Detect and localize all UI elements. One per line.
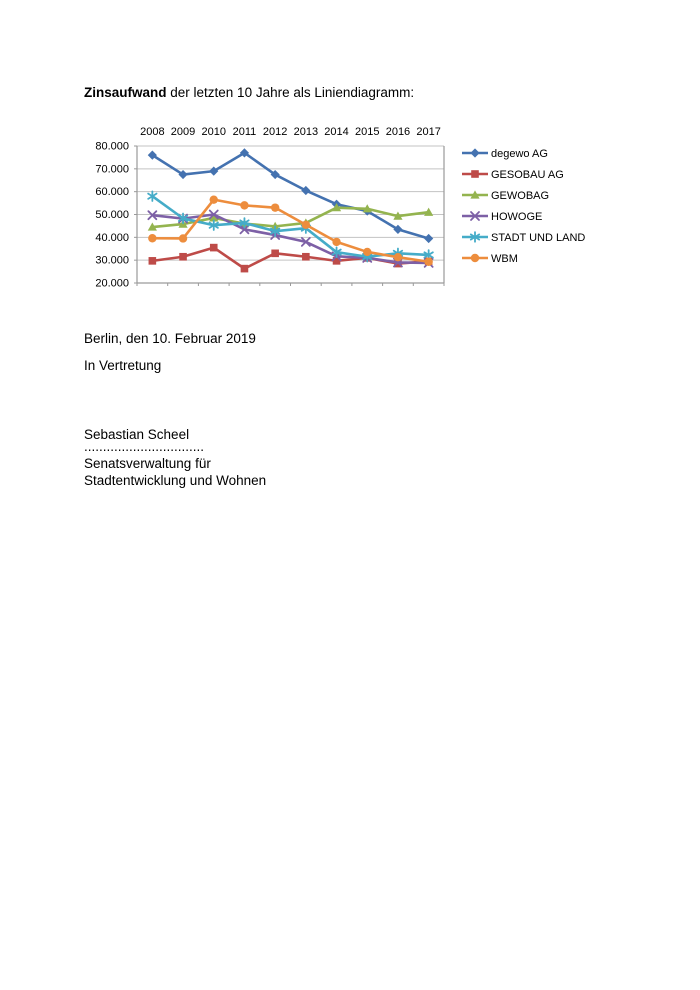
marker-triangle xyxy=(470,190,480,199)
y-axis-label: 40.000 xyxy=(95,232,129,244)
marker-asterisk xyxy=(331,246,342,258)
marker-circle xyxy=(424,257,433,266)
org-name-line-2: Stadtentwicklung und Wohnen xyxy=(84,473,267,488)
category-label-2013: 2013 xyxy=(294,126,318,138)
category-label-2010: 2010 xyxy=(202,126,226,138)
marker-diamond xyxy=(209,166,219,176)
category-label-2016: 2016 xyxy=(386,126,410,138)
signature-dots: ................................ xyxy=(84,439,205,454)
legend-entry-gewobag: GEWOBAG xyxy=(462,190,549,202)
line-chart-svg: 20.000 30.000 40.000 50.000 60.000 70.000 80.0… xyxy=(95,126,585,290)
marker-square xyxy=(209,243,218,252)
title-bold-word: Zinsaufwand xyxy=(84,85,167,100)
category-label-2014: 2014 xyxy=(324,126,348,138)
category-label-2012: 2012 xyxy=(263,126,287,138)
series-line-wbm xyxy=(151,198,430,264)
marker-asterisk xyxy=(208,219,219,231)
gridlines: 20.000 30.000 40.000 50.000 60.000 70.000 80.0… xyxy=(95,141,444,290)
legend-entry-howoge: HOWOGE xyxy=(462,211,542,223)
marker-square xyxy=(148,257,157,265)
marker-diamond xyxy=(424,233,434,244)
marker-square xyxy=(179,252,187,261)
series-line-degewo-ag xyxy=(151,151,430,240)
category-label-2015: 2015 xyxy=(355,126,379,138)
y-axis-label: 30.000 xyxy=(95,255,129,267)
marker-x xyxy=(470,211,480,221)
marker-square xyxy=(471,170,479,178)
marker-asterisk xyxy=(147,190,158,202)
legend-label-degewo-ag: degewo AG xyxy=(491,148,548,160)
marker-triangle xyxy=(362,204,372,213)
title-rest: der letzten 10 Jahre als Liniendiagramm: xyxy=(166,85,415,100)
marker-triangle xyxy=(147,222,157,231)
y-axis-label: 80.000 xyxy=(95,141,129,153)
marker-x xyxy=(147,210,158,221)
marker-circle xyxy=(178,234,188,243)
zinsaufwand-line-chart: 20.000 30.000 40.000 50.000 60.000 70.000 80.0… xyxy=(85,118,605,295)
series-line-howoge xyxy=(151,213,430,265)
y-axis-label: 60.000 xyxy=(95,186,129,198)
axes xyxy=(136,146,445,286)
legend-label-wbm: WBM xyxy=(491,253,518,265)
legend-label-gewobag: GEWOBAG xyxy=(491,190,549,202)
marker-square xyxy=(332,257,341,265)
marker-asterisk xyxy=(270,225,281,237)
marker-triangle xyxy=(331,203,342,212)
legend-entry-gesobau-ag: GESOBAU AG xyxy=(462,169,564,181)
series-stadt-und-land xyxy=(147,190,434,263)
marker-circle xyxy=(270,203,280,212)
marker-diamond xyxy=(147,150,157,160)
y-axis-label: 50.000 xyxy=(95,209,129,221)
marker-circle xyxy=(332,237,341,247)
marker-asterisk xyxy=(177,212,189,225)
marker-square xyxy=(271,249,279,258)
legend-label-howoge: HOWOGE xyxy=(491,211,542,223)
marker-circle xyxy=(470,253,480,263)
signer-name: Sebastian Scheel xyxy=(84,427,190,442)
marker-diamond xyxy=(301,185,311,196)
marker-circle xyxy=(148,234,157,243)
category-label-2011: 2011 xyxy=(233,126,257,138)
marker-circle xyxy=(363,247,372,257)
category-label-2008: 2008 xyxy=(140,126,164,138)
series-gesobau-ag xyxy=(148,243,433,273)
marker-triangle xyxy=(424,207,434,216)
marker-circle xyxy=(209,195,218,204)
marker-square xyxy=(240,264,249,273)
marker-square xyxy=(302,252,310,261)
marker-diamond xyxy=(178,169,188,180)
category-label-2009: 2009 xyxy=(171,126,195,138)
page-title: Zinsaufwand der letzten 10 Jahre als Lin… xyxy=(84,84,414,101)
series-wbm xyxy=(148,195,433,266)
marker-x xyxy=(239,224,250,235)
legend-label-gesobau-ag: GESOBAU AG xyxy=(491,169,564,181)
marker-x xyxy=(208,209,219,220)
marker-circle xyxy=(301,220,311,229)
marker-asterisk xyxy=(239,217,250,229)
legend-entry-stadt-und-land: STADT UND LAND xyxy=(462,231,585,244)
y-axis-label: 70.000 xyxy=(95,163,129,175)
legend-entry-degewo-ag: degewo AG xyxy=(462,148,548,160)
category-label-2017: 2017 xyxy=(416,126,440,138)
y-axis-label: 20.000 xyxy=(95,278,129,290)
series-line-gesobau-ag xyxy=(151,246,430,270)
place-date-line: Berlin, den 10. Februar 2019 xyxy=(84,331,256,346)
marker-asterisk xyxy=(469,231,481,243)
marker-diamond xyxy=(470,148,480,158)
org-name-line-1: Senatsverwaltung für xyxy=(84,456,211,471)
chart-legend: degewo AG GESOBAU AG GEWOBAG HOWOGE STADT UN… xyxy=(462,148,585,265)
legend-label-stadt-und-land: STADT UND LAND xyxy=(491,232,585,244)
marker-diamond xyxy=(393,224,403,234)
marker-triangle xyxy=(393,211,403,220)
marker-circle xyxy=(240,201,249,210)
category-labels: 2008 2009 2010 2011 2012 2013 2014 2015 2016 2017 xyxy=(140,126,441,138)
legend-entry-wbm: WBM xyxy=(462,253,518,265)
marker-circle xyxy=(393,252,403,262)
marker-diamond xyxy=(239,148,250,158)
marker-triangle xyxy=(209,213,219,222)
in-vertretung-line: In Vertretung xyxy=(84,358,162,373)
marker-x xyxy=(300,237,311,247)
